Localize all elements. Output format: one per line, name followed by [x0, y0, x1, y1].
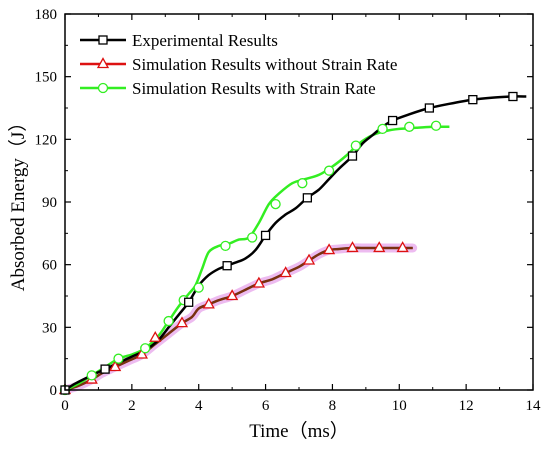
legend-marker-0 — [98, 35, 108, 45]
series-0-marker — [100, 364, 110, 374]
series-2-marker — [270, 198, 281, 210]
series-2-marker — [140, 343, 151, 354]
y-tick-label: 30 — [42, 320, 57, 336]
series-1-marker — [252, 276, 265, 288]
series-1-marker — [149, 330, 162, 342]
series-2-marker — [297, 178, 308, 189]
ticks-layer: 0 2 4 6 8 10 12 14 0 30 60 90 120 150 180 — [35, 7, 542, 414]
markers-layer — [58, 91, 518, 396]
series-2-marker — [86, 370, 97, 381]
series-0-marker — [424, 103, 435, 113]
series-0-marker — [387, 115, 398, 126]
series-2-line — [64, 125, 450, 392]
series-2-marker — [220, 240, 231, 252]
legend-marker-2 — [97, 82, 109, 94]
legend-label-1: Simulation Results without Strain Rate — [132, 55, 397, 74]
series-2-marker — [350, 140, 361, 151]
y-axis-title: Absorbed Energy（J） — [7, 113, 29, 292]
y-tick-label: 120 — [35, 132, 58, 148]
series-1-marker — [279, 266, 292, 278]
series-0-marker — [222, 261, 232, 271]
series-1-marker — [396, 241, 409, 253]
series-1-marker — [109, 360, 122, 372]
series-0-marker — [184, 297, 194, 307]
series-1-marker — [202, 297, 215, 309]
series-1-marker — [302, 253, 316, 265]
legend-label-2: Simulation Results with Strain Rate — [132, 79, 376, 98]
series-0-marker — [347, 151, 358, 161]
y-tick-label: 90 — [42, 195, 57, 211]
y-tick-label: 0 — [50, 383, 58, 399]
x-axis-title: Time（ms） — [249, 420, 349, 442]
y-tick-label: 60 — [42, 258, 57, 274]
series-2-marker — [377, 123, 388, 135]
series-2-marker — [247, 232, 258, 243]
series-1-marker — [135, 347, 148, 359]
series-0-line — [64, 95, 527, 392]
x-tick-label: 2 — [128, 398, 136, 414]
series-2-marker — [404, 121, 415, 132]
y-tick-label: 180 — [35, 7, 58, 23]
series-0-marker — [260, 230, 271, 241]
series-1-marker — [226, 289, 239, 301]
x-tick-label: 10 — [392, 398, 407, 414]
legend: Experimental Results Simulation Results w… — [80, 31, 397, 98]
series-2-marker — [430, 120, 442, 131]
x-tick-label: 12 — [459, 398, 474, 414]
series-2-marker — [163, 315, 174, 327]
x-tick-label: 0 — [61, 398, 69, 414]
series-2-marker — [323, 165, 335, 176]
series-0-marker — [508, 91, 518, 102]
y-tick-label: 150 — [35, 70, 58, 86]
x-tick-label: 8 — [329, 398, 337, 414]
x-tick-label: 14 — [526, 398, 542, 414]
series-0-marker — [302, 193, 313, 203]
series-1-marker — [322, 243, 336, 255]
series-1-marker — [175, 316, 189, 328]
series-0-marker — [468, 94, 478, 105]
series-1-marker — [346, 241, 359, 253]
x-tick-label: 4 — [195, 398, 203, 414]
legend-marker-1 — [96, 57, 110, 69]
legend-label-0: Experimental Results — [132, 31, 278, 50]
series-2-marker — [193, 282, 204, 293]
x-tick-label: 6 — [262, 398, 270, 414]
lines-layer — [60, 95, 527, 395]
series-2-marker — [113, 353, 124, 364]
series-1-marker — [373, 241, 386, 253]
